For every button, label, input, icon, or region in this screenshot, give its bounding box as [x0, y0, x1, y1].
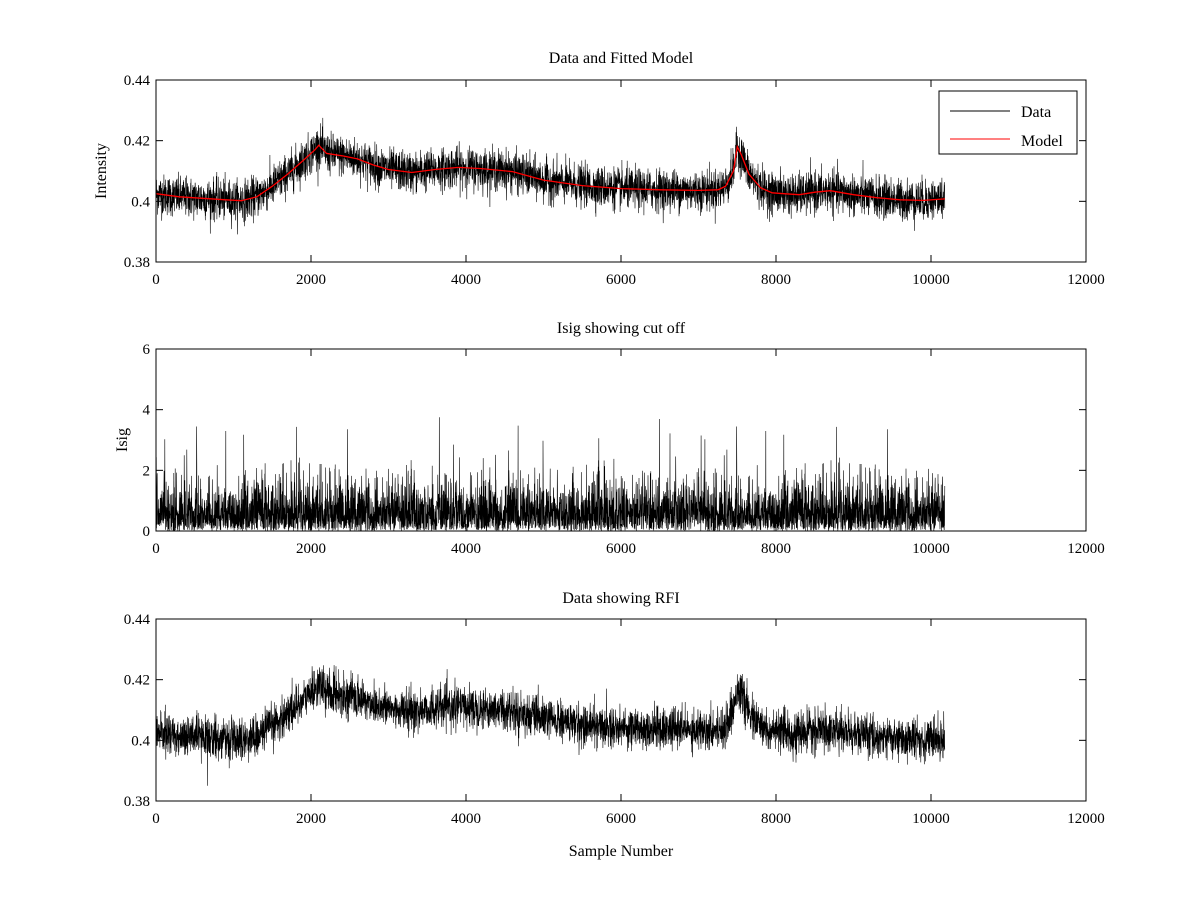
series-model-line [155, 144, 946, 202]
y-tick-label: 4 [143, 403, 151, 419]
x-tick-label: 0 [152, 811, 160, 827]
y-tick-label: 0.44 [124, 73, 151, 89]
y-tick-label: 0.4 [131, 194, 150, 210]
x-tick-label: 4000 [451, 811, 481, 827]
y-tick-label: 2 [143, 463, 151, 479]
x-tick-label: 12000 [1067, 272, 1105, 288]
x-tick-label: 8000 [761, 811, 791, 827]
x-tick-label: 8000 [761, 541, 791, 557]
y-tick-label: 0.44 [124, 612, 151, 628]
axes-box [155, 618, 1087, 802]
chart-title: Data and Fitted Model [549, 50, 694, 67]
panel-data-and-model: Data and Fitted Model Intensity 0 2000 400… [93, 50, 1105, 288]
chart-title: Isig showing cut off [557, 320, 686, 337]
x-tick-label: 2000 [296, 811, 326, 827]
y-axis-label: Isig [114, 428, 131, 452]
legend: Data Model [938, 90, 1078, 155]
y-axis-label: Intensity [93, 143, 110, 199]
y-tick-label: 0.38 [124, 794, 150, 810]
chart-title: Data showing RFI [562, 590, 679, 607]
x-tick-label: 12000 [1067, 811, 1105, 827]
x-tick-label: 2000 [296, 541, 326, 557]
x-tick-label: 0 [152, 272, 160, 288]
tick-group: 0 2000 4000 6000 8000 10000 12000 0.38 0.4 0.42 0.… [124, 73, 1105, 288]
x-tick-label: 12000 [1067, 541, 1105, 557]
x-tick-label: 4000 [451, 541, 481, 557]
x-tick-label: 2000 [296, 272, 326, 288]
legend-entry-model: Model [1021, 133, 1063, 150]
plot-area [155, 665, 946, 786]
legend-box [938, 90, 1078, 155]
y-tick-label: 0.4 [131, 733, 150, 749]
panel-isig: Isig showing cut off Isig 0 2000 4000 6000 8… [114, 320, 1105, 557]
y-tick-label: 0.42 [124, 673, 150, 689]
axes-box [155, 79, 1087, 263]
y-tick-label: 0.38 [124, 255, 150, 271]
legend-entry-data: Data [1021, 104, 1051, 121]
x-tick-label: 10000 [912, 272, 950, 288]
series-data-line [155, 117, 946, 235]
x-tick-label: 10000 [912, 541, 950, 557]
x-tick-label: 6000 [606, 811, 636, 827]
y-tick-label: 0 [143, 524, 151, 540]
x-tick-label: 8000 [761, 272, 791, 288]
axes-box [155, 348, 1087, 532]
y-tick-label: 6 [143, 342, 151, 358]
series-isig-line [155, 417, 946, 532]
x-axis-label: Sample Number [569, 843, 674, 860]
x-tick-label: 6000 [606, 541, 636, 557]
panel-rfi: Data showing RFI Sample Number 0 2000 4000… [124, 590, 1105, 860]
plot-area [155, 417, 946, 532]
x-tick-label: 6000 [606, 272, 636, 288]
x-tick-label: 0 [152, 541, 160, 557]
plot-area [155, 117, 946, 235]
tick-group: 0 2000 4000 6000 8000 10000 12000 0 2 4 6 [143, 342, 1105, 557]
x-tick-label: 10000 [912, 811, 950, 827]
series-data-line [155, 665, 946, 786]
x-tick-label: 4000 [451, 272, 481, 288]
y-tick-label: 0.42 [124, 134, 150, 150]
